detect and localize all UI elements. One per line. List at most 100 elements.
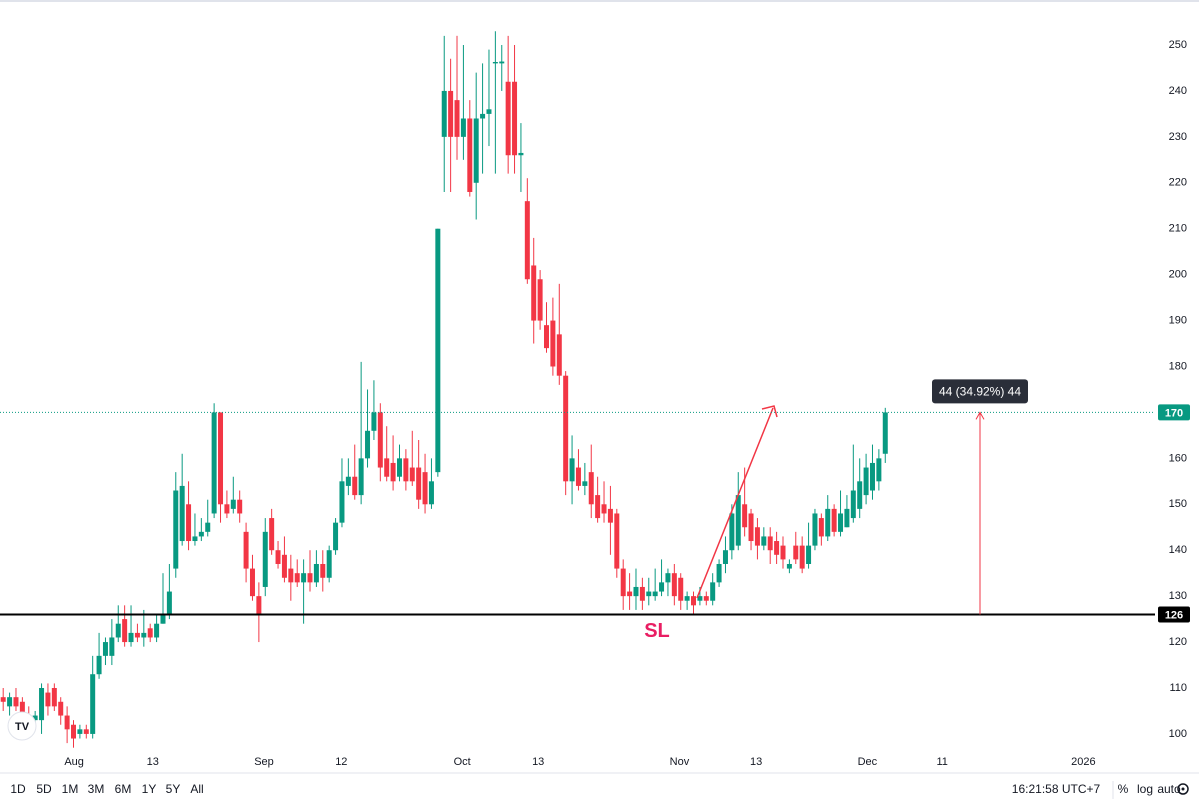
candle-body: [122, 619, 128, 643]
y-tick-label: 160: [1169, 452, 1187, 464]
candle-body: [620, 568, 626, 597]
candle-body: [7, 697, 13, 707]
candle-body: [799, 545, 805, 569]
candle-body: [198, 531, 204, 537]
x-tick-label: Aug: [64, 756, 84, 768]
candle-body: [569, 458, 575, 482]
axis-option[interactable]: %: [1118, 782, 1129, 796]
range-button[interactable]: 1M: [62, 782, 79, 796]
y-tick-label: 180: [1169, 360, 1187, 372]
settings-icon[interactable]: [1177, 783, 1189, 795]
candle-body: [556, 334, 562, 376]
candle-body: [396, 458, 402, 477]
candle-body: [51, 687, 57, 707]
candle-body: [505, 81, 511, 156]
range-button[interactable]: 3M: [88, 782, 105, 796]
candle-body: [115, 623, 121, 638]
candle-body: [58, 701, 64, 716]
candle-body: [614, 513, 620, 569]
y-tick-label: 190: [1169, 314, 1187, 326]
x-tick-label: 12: [335, 756, 347, 768]
logo: TV: [7, 711, 37, 741]
y-tick-label: 140: [1169, 544, 1187, 556]
candle-body: [812, 513, 818, 546]
candle-body: [524, 201, 530, 280]
range-button[interactable]: 5Y: [166, 782, 181, 796]
candle-body: [32, 715, 38, 721]
candle-body: [550, 320, 556, 367]
clock: 16:21:58 UTC+7: [1012, 782, 1101, 796]
x-tick-label: 13: [750, 756, 762, 768]
candle-body: [882, 412, 888, 454]
candle-body: [806, 545, 812, 564]
candle-body: [19, 701, 25, 716]
range-button[interactable]: All: [190, 782, 203, 796]
candle-body: [473, 118, 479, 183]
candle-body: [588, 472, 594, 505]
candle-body: [186, 504, 192, 542]
y-tick-label: 110: [1169, 682, 1187, 694]
candle-body: [134, 632, 140, 638]
candle-body: [691, 596, 697, 606]
candle-body: [435, 228, 441, 473]
candle-body: [850, 490, 856, 519]
candle-body: [179, 485, 185, 542]
y-tick-label: 240: [1169, 85, 1187, 97]
candle-body: [173, 490, 179, 569]
candle-body: [703, 596, 709, 601]
candle-body: [448, 90, 454, 137]
candle-body: [863, 467, 869, 496]
plot-area: [0, 31, 888, 748]
measure-arrow-head: [975, 411, 985, 420]
candle-body: [237, 499, 243, 514]
candle-body: [454, 100, 460, 137]
y-tick-label: 100: [1169, 728, 1187, 740]
candle-body: [422, 472, 428, 505]
candle-body: [0, 697, 6, 702]
candle-body: [313, 563, 319, 583]
candle-body: [716, 563, 722, 583]
candle-body: [831, 508, 837, 532]
candle-body: [211, 412, 217, 514]
range-button[interactable]: 1D: [10, 782, 26, 796]
candle-body: [281, 554, 287, 578]
drawn-arrow-head: [761, 405, 778, 418]
candle-body: [249, 568, 255, 597]
candle-body: [256, 596, 262, 615]
candle-body: [294, 573, 300, 583]
candle-body: [786, 563, 792, 569]
svg-text:TV: TV: [15, 721, 30, 733]
candle-body: [288, 568, 294, 583]
candle-body: [710, 582, 716, 601]
candle-body: [665, 573, 671, 583]
y-tick-label: 120: [1169, 636, 1187, 648]
range-button[interactable]: 6M: [115, 782, 132, 796]
candle-body: [166, 591, 172, 615]
axis-option[interactable]: auto: [1157, 782, 1181, 796]
candle-body: [793, 545, 799, 560]
candle-body: [390, 462, 396, 482]
candle-body: [825, 508, 831, 537]
candle-body: [818, 518, 824, 537]
candle-body: [678, 577, 684, 601]
candle-body: [243, 531, 249, 569]
candle-body: [147, 628, 153, 638]
candle-body: [403, 458, 409, 482]
axis-option[interactable]: log: [1137, 782, 1153, 796]
candle-body: [646, 591, 652, 597]
candle-body: [543, 325, 549, 349]
y-tick-label: 200: [1169, 269, 1187, 281]
candle-body: [742, 504, 748, 528]
candle-body: [218, 412, 224, 505]
candle-body: [748, 513, 754, 542]
x-tick-label: 11: [936, 756, 947, 768]
candle-body: [109, 637, 115, 656]
range-button[interactable]: 1Y: [142, 782, 157, 796]
candle-body: [467, 118, 473, 192]
candle-body: [537, 279, 543, 321]
candle-body: [358, 458, 364, 496]
range-button[interactable]: 5D: [36, 782, 52, 796]
stop-label: 126: [1165, 609, 1183, 621]
drawn-arrow: [696, 407, 774, 599]
